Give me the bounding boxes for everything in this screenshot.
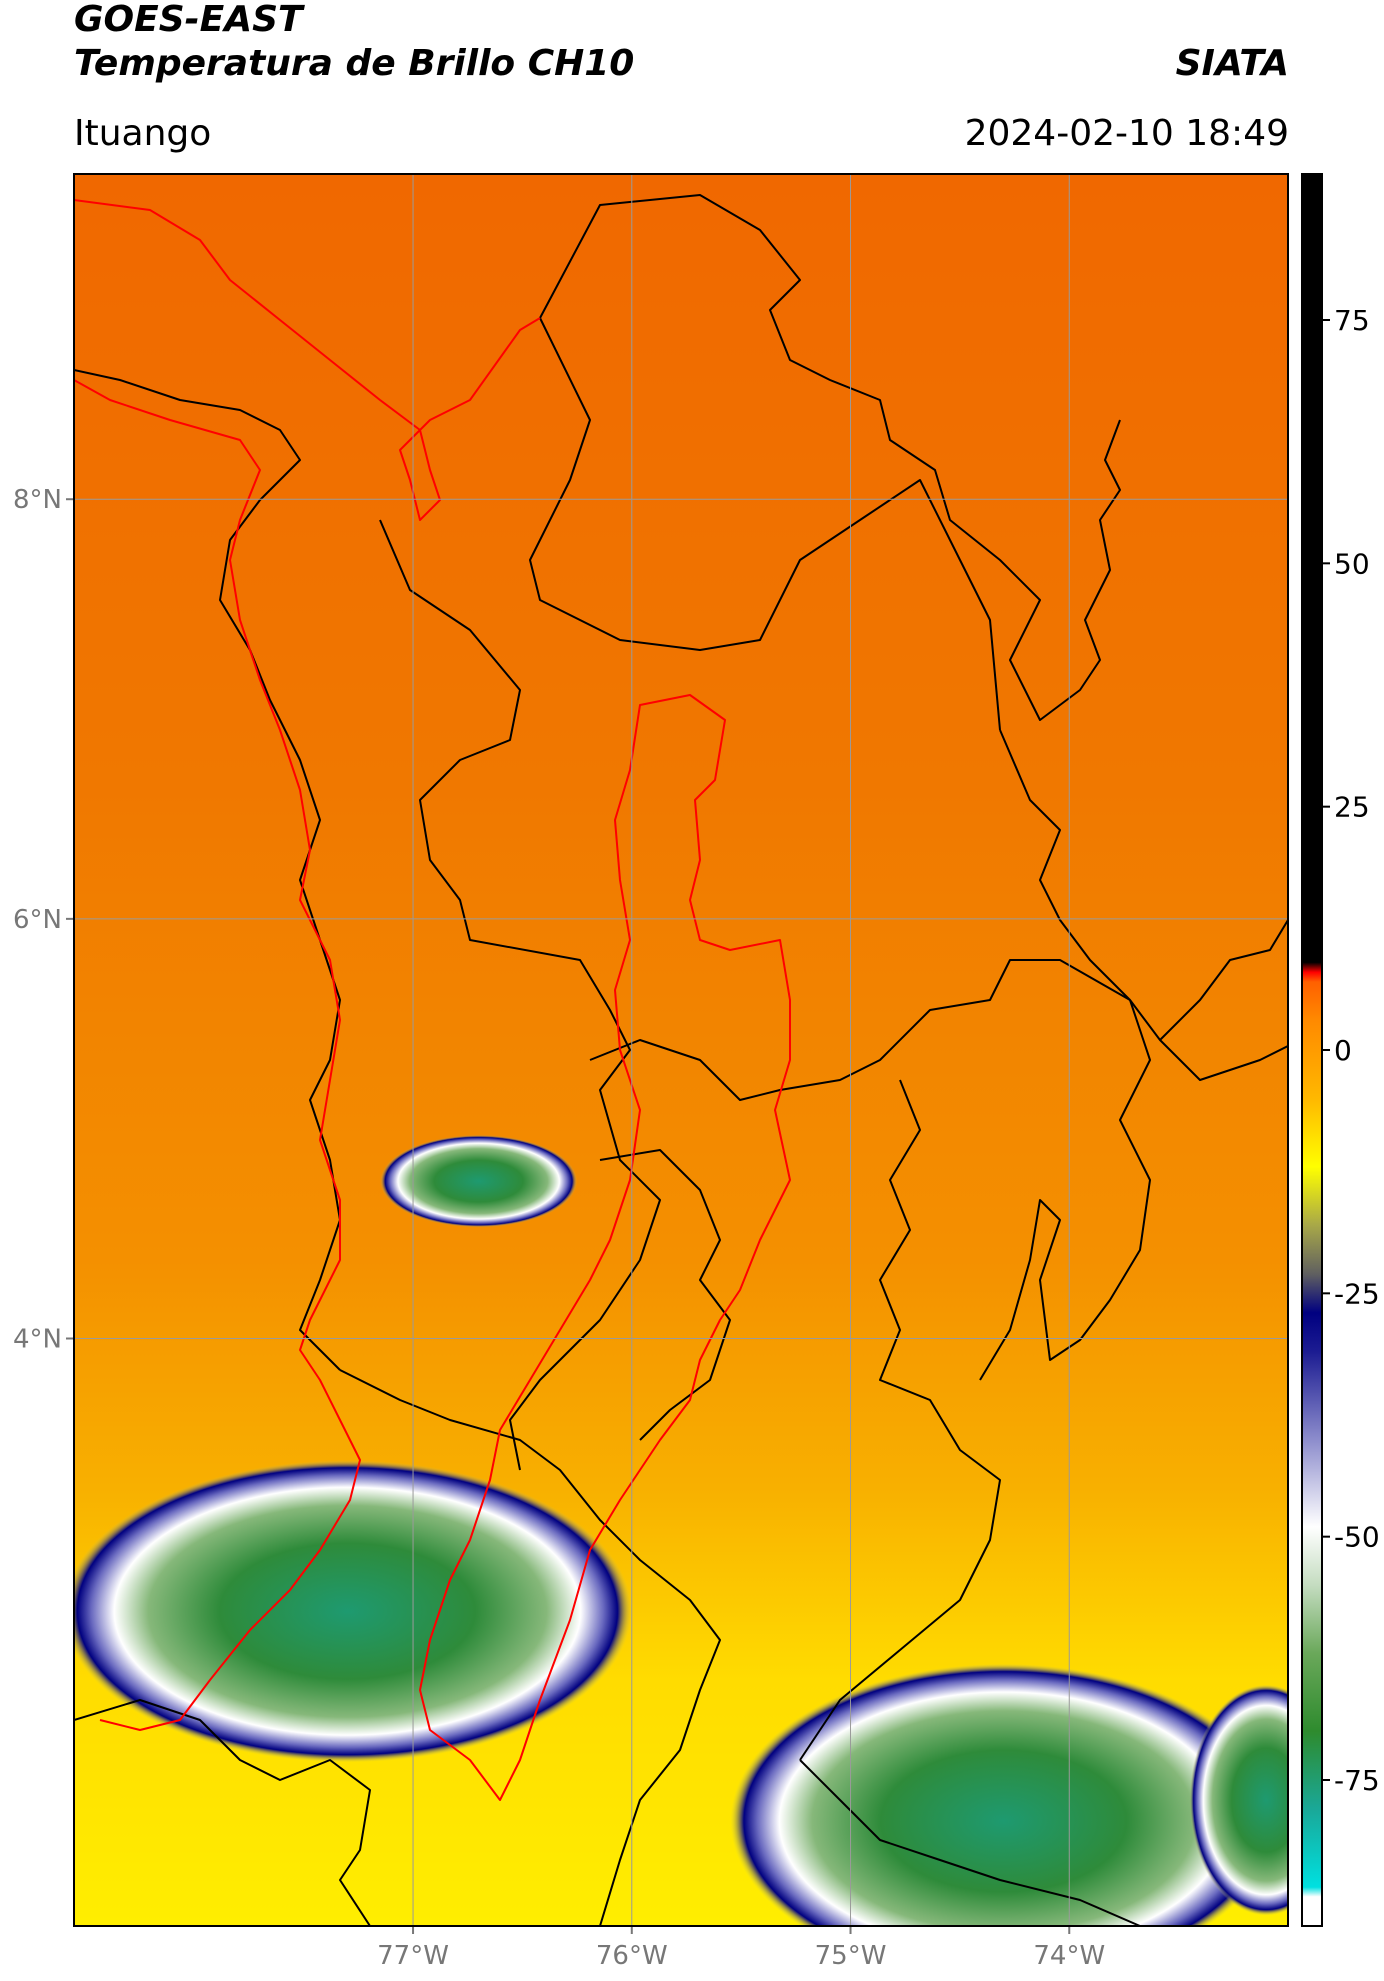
colorbar-tick-label: 50 (1334, 547, 1370, 580)
border-tolima (799, 1079, 1001, 1761)
cloud-layer (74, 1134, 1288, 1926)
coast-pacific-red (74, 379, 361, 1731)
cloud-cell-0 (74, 1460, 632, 1763)
border-valle (339, 1369, 721, 1926)
timestamp-label: 2024-02-10 18:49 (964, 113, 1289, 154)
latitude-ticks: 8°N 6°N 4°N (13, 485, 74, 1355)
lon-tick-label: 76°W (596, 1941, 668, 1971)
border-boyaca (999, 729, 1131, 1001)
longitude-ticks: 77°W 76°W 75°W 74°W (377, 1926, 1105, 1971)
border-antioquia (539, 194, 1121, 721)
department-borders (74, 194, 1288, 1926)
colorbar-tick-label: -50 (1334, 1521, 1380, 1554)
lon-tick-label: 74°W (1033, 1941, 1105, 1971)
border-cordoba (529, 317, 1001, 731)
colorbar-tick-label: 75 (1334, 304, 1370, 337)
lon-tick-label: 77°W (377, 1941, 449, 1971)
border-risaralda (599, 1149, 731, 1441)
colorbar-tick-label: -25 (1334, 1277, 1380, 1310)
colorbar-tick-label: 0 (1334, 1034, 1352, 1067)
border-cundinamarca (979, 999, 1151, 1381)
colorbar-ticks: 75 50 25 0 -25 -50 -75 (1322, 304, 1380, 1797)
coast-caribbean (74, 199, 541, 521)
lat-tick-label: 6°N (13, 905, 62, 935)
cloud-cell-3 (1189, 1684, 1288, 1916)
border-caldas (589, 959, 1288, 1101)
cloud-cell-2 (730, 1663, 1277, 1926)
colorbar-tick-label: -75 (1334, 1764, 1380, 1797)
map-frame (73, 173, 1289, 1927)
colorbar (1301, 173, 1323, 1927)
lat-tick-label: 4°N (13, 1325, 62, 1355)
product-title: Temperatura de Brillo CH10 (74, 43, 635, 84)
lat-tick-label: 8°N (13, 485, 62, 515)
satellite-title: GOES-EAST (74, 0, 303, 40)
border-choco (379, 519, 661, 1471)
basin-outline (419, 694, 791, 1801)
organization-label: SIATA (1175, 43, 1289, 84)
border-cauca (74, 1699, 371, 1926)
basin-borders (74, 199, 791, 1801)
cloud-cell-1 (380, 1134, 578, 1228)
border-huila (799, 1759, 1141, 1926)
border-meta (1159, 919, 1288, 1041)
colorbar-tick-label: 25 (1334, 791, 1370, 824)
graticule (74, 174, 1288, 1926)
lon-tick-label: 75°W (815, 1941, 887, 1971)
region-label: Ituango (74, 113, 212, 154)
